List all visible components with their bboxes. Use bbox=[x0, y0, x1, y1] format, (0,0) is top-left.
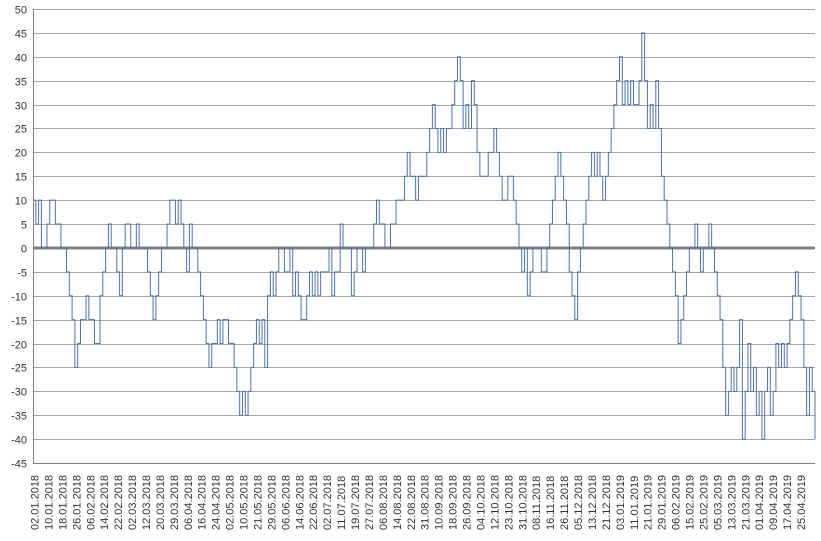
x-tick-label: 25.02.2019 bbox=[698, 475, 710, 530]
x-tick-label: 10.05.2018 bbox=[239, 475, 251, 530]
x-tick-label: 10.09.2018 bbox=[434, 475, 446, 530]
x-tick-label: 21.12.2018 bbox=[601, 475, 613, 530]
x-tick-label: 06.02.2019 bbox=[671, 475, 683, 530]
y-tick-label: 25 bbox=[15, 124, 27, 136]
x-tick-label: 03.01.2019 bbox=[615, 475, 627, 530]
x-tick-label: 23.10.2018 bbox=[503, 475, 515, 530]
x-tick-label: 13.12.2018 bbox=[587, 475, 599, 530]
x-tick-label: 05.03.2019 bbox=[712, 475, 724, 530]
y-tick-label: -45 bbox=[11, 459, 27, 471]
x-tick-label: 31.10.2018 bbox=[517, 475, 529, 530]
x-tick-label: 22.06.2018 bbox=[308, 475, 320, 530]
y-tick-label: 50 bbox=[15, 5, 27, 17]
x-tick-label: 27.07.2018 bbox=[364, 475, 376, 530]
y-tick-label: -25 bbox=[11, 363, 27, 375]
x-tick-label: 29.05.2018 bbox=[266, 475, 278, 530]
x-tick-label: 06.06.2018 bbox=[280, 475, 292, 530]
x-tick-label: 20.03.2018 bbox=[155, 475, 167, 530]
x-tick-label: 06.04.2018 bbox=[183, 475, 195, 530]
x-tick-label: 02.03.2018 bbox=[127, 475, 139, 530]
y-tick-label: -35 bbox=[11, 411, 27, 423]
x-tick-label: 11.01.2019 bbox=[629, 476, 641, 530]
x-tick-label: 11.07.2018 bbox=[336, 476, 348, 530]
x-tick-label: 26.01.2018 bbox=[71, 475, 83, 530]
x-tick-label: 05.12.2018 bbox=[573, 475, 585, 530]
x-tick-label: 12.03.2018 bbox=[141, 475, 153, 530]
x-tick-label: 02.01.2018 bbox=[30, 475, 42, 530]
y-tick-label: 15 bbox=[15, 172, 27, 184]
x-tick-label: 29.03.2018 bbox=[169, 475, 181, 530]
x-tick-label: 22.08.2018 bbox=[406, 475, 418, 530]
x-tick-label: 02.05.2018 bbox=[225, 475, 237, 530]
x-tick-label: 21.03.2019 bbox=[740, 475, 752, 530]
x-tick-label: 10.01.2018 bbox=[43, 475, 55, 530]
y-tick-label: 10 bbox=[15, 196, 27, 208]
x-tick-label: 14.02.2018 bbox=[99, 475, 111, 530]
x-tick-label: 12.10.2018 bbox=[489, 475, 501, 530]
y-tick-label: 5 bbox=[21, 220, 27, 232]
series-line-group bbox=[33, 32, 816, 440]
x-tick-label: 02.07.2018 bbox=[322, 475, 334, 530]
x-tick-label: 14.06.2018 bbox=[294, 475, 306, 530]
x-tick-label: 26.11.2018 bbox=[559, 476, 571, 530]
y-tick-label: 45 bbox=[15, 29, 27, 41]
y-tick-label: -15 bbox=[11, 316, 27, 328]
x-tick-label: 13.03.2019 bbox=[726, 475, 738, 530]
x-tick-label: 06.08.2018 bbox=[378, 475, 390, 530]
x-tick-label: 26.09.2018 bbox=[462, 475, 474, 530]
x-tick-label: 18.09.2018 bbox=[448, 475, 460, 530]
x-tick-label: 25.04.2019 bbox=[796, 475, 808, 530]
x-tick-label: 01.04.2019 bbox=[754, 475, 766, 530]
x-tick-label: 16.04.2018 bbox=[197, 475, 209, 530]
x-tick-label: 08.11.2018 bbox=[531, 476, 543, 530]
x-tick-label: 22.02.2018 bbox=[113, 475, 125, 530]
y-tick-label: 40 bbox=[15, 53, 27, 65]
y-tick-label: -20 bbox=[11, 340, 27, 352]
x-tick-label: 31.08.2018 bbox=[420, 475, 432, 530]
y-tick-label: 0 bbox=[21, 244, 27, 256]
x-tick-label: 19.07.2018 bbox=[350, 475, 362, 530]
x-tick-label: 15.02.2019 bbox=[685, 475, 697, 530]
x-tick-label: 04.10.2018 bbox=[475, 475, 487, 530]
x-tick-label: 18.01.2018 bbox=[57, 475, 69, 530]
y-tick-label: -5 bbox=[17, 268, 27, 280]
x-tick-label: 16.11.2018 bbox=[545, 476, 557, 530]
x-axis-tick-labels: 02.01.2018 10.01.2018 18.01.2018 26.01.2018… bbox=[30, 475, 809, 530]
x-tick-label: 17.04.2019 bbox=[782, 475, 794, 530]
x-tick-label: 09.04.2019 bbox=[768, 475, 780, 530]
x-tick-label: 06.02.2018 bbox=[85, 475, 97, 530]
x-tick-label: 24.04.2018 bbox=[211, 475, 223, 530]
y-axis-tick-labels: 50454035302520151050-5-10-15-20-25-30-35… bbox=[11, 5, 27, 471]
x-tick-label: 21.01.2019 bbox=[643, 475, 655, 530]
y-tick-label: 35 bbox=[15, 77, 27, 89]
y-tick-label: 20 bbox=[15, 148, 27, 160]
x-tick-label: 21.05.2018 bbox=[252, 475, 264, 530]
x-tick-label: 29.01.2019 bbox=[657, 475, 669, 530]
y-tick-label: 30 bbox=[15, 101, 27, 113]
x-tick-label: 14.08.2018 bbox=[392, 475, 404, 530]
y-tick-label: -10 bbox=[11, 292, 27, 304]
series-line bbox=[33, 32, 816, 440]
y-tick-label: -30 bbox=[11, 387, 27, 399]
y-tick-label: -40 bbox=[11, 435, 27, 447]
axes bbox=[33, 9, 815, 464]
